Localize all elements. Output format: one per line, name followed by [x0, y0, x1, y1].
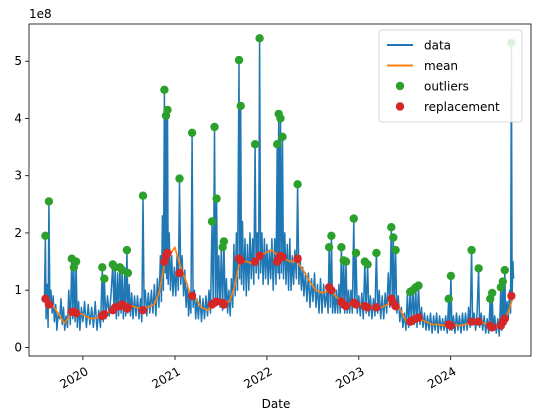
outliers-point — [255, 34, 264, 43]
legend-swatch — [395, 81, 405, 91]
y-tick-label: 2 — [14, 226, 22, 240]
outliers-point — [210, 122, 219, 132]
replacement-point — [278, 252, 287, 262]
outliers-point — [387, 223, 396, 232]
replacement-point — [44, 300, 54, 309]
outliers-point — [175, 174, 184, 183]
outliers-point — [41, 231, 50, 240]
outliers-point — [446, 271, 456, 281]
x-axis: 2020 2021 2022 2023 2024 — [57, 356, 459, 391]
replacement-point — [255, 251, 264, 260]
outliers-point — [44, 197, 54, 206]
outliers-point — [98, 263, 107, 272]
outliers-point — [349, 214, 358, 223]
replacement-point — [351, 300, 361, 309]
outliers-point — [363, 260, 372, 269]
outliers-point — [341, 257, 351, 266]
x-tick-label: 2020 — [57, 364, 90, 391]
outliers-point — [123, 268, 133, 278]
y-multiplier-label: 1e8 — [29, 7, 52, 21]
outliers-point — [414, 281, 423, 290]
plot-frame — [28, 23, 532, 357]
outliers-point — [500, 265, 509, 275]
legend-label: replacement — [424, 100, 500, 114]
replacement-point — [100, 310, 109, 319]
y-tick-label: 5 — [14, 54, 22, 68]
replacement-point — [446, 321, 456, 330]
legend-swatch — [395, 102, 405, 111]
x-tick-label: 2021 — [149, 364, 182, 391]
outliers-point — [467, 245, 476, 255]
legend-label: data — [424, 39, 451, 53]
replacement-point — [507, 291, 516, 301]
replacement-point — [175, 268, 184, 278]
outliers-point — [234, 55, 244, 65]
replacement-point — [414, 313, 423, 322]
y-tick-label: 4 — [14, 111, 22, 125]
data-series — [43, 37, 515, 337]
legend-label: mean — [424, 59, 458, 73]
replacement-point — [467, 317, 476, 326]
outliers-point — [122, 245, 132, 255]
outliers-point — [498, 277, 507, 286]
legend-label: outliers — [424, 80, 469, 94]
replacement-point — [219, 300, 229, 309]
replacement-point — [250, 257, 260, 266]
replacement-point — [372, 303, 381, 312]
replacement-point — [327, 286, 336, 295]
outliers-point — [444, 294, 453, 303]
replacement-point — [71, 308, 81, 318]
outliers-point — [207, 217, 217, 226]
replacement-point — [187, 291, 197, 301]
replacement-point — [138, 306, 148, 315]
legend-box — [378, 29, 523, 123]
outliers-point — [219, 237, 229, 246]
outliers-point — [293, 180, 302, 189]
y-tick-label: 3 — [14, 169, 22, 183]
y-tick-label: 0 — [14, 340, 22, 354]
x-axis-label: Date — [262, 397, 291, 411]
outliers-point — [212, 194, 221, 203]
outliers-point — [372, 248, 381, 258]
outliers-point — [488, 288, 497, 298]
outliers-point — [337, 243, 346, 252]
outliers-point — [276, 114, 285, 123]
replacement-point — [293, 254, 302, 263]
outliers-point — [391, 245, 400, 255]
outliers-point — [160, 85, 169, 95]
outliers-point — [236, 101, 245, 111]
replacement-point — [391, 302, 400, 311]
outliers-point — [163, 105, 172, 115]
y-axis: 0 1 2 3 4 5 — [14, 54, 29, 354]
x-tick-label: 2023 — [333, 364, 366, 391]
replacement-point — [341, 302, 351, 311]
outliers-point — [278, 132, 287, 141]
outliers-point — [474, 264, 483, 273]
replacement-point — [474, 317, 483, 326]
replacement-point — [488, 323, 497, 332]
replacement-point — [163, 248, 172, 258]
outliers-point — [327, 231, 336, 240]
outliers-point — [273, 140, 282, 149]
outliers-point — [71, 257, 81, 266]
replacement-point — [123, 303, 133, 312]
outliers-point — [389, 233, 398, 242]
outliers-point — [351, 248, 361, 258]
replacement-point — [363, 303, 372, 312]
outliers-series — [41, 34, 516, 303]
outliers-point — [187, 128, 197, 137]
x-tick-label: 2024 — [425, 364, 458, 391]
replacement-series — [41, 248, 516, 332]
outliers-point — [250, 140, 260, 149]
data-line — [43, 37, 515, 337]
replacement-point — [236, 256, 245, 265]
outliers-point — [324, 243, 334, 252]
x-tick-label: 2022 — [241, 364, 274, 391]
outliers-point — [138, 191, 148, 200]
replacement-point — [500, 314, 509, 323]
legend: data mean outliers replacement — [378, 29, 523, 123]
outliers-point — [100, 274, 109, 283]
y-tick-label: 1 — [14, 283, 22, 297]
